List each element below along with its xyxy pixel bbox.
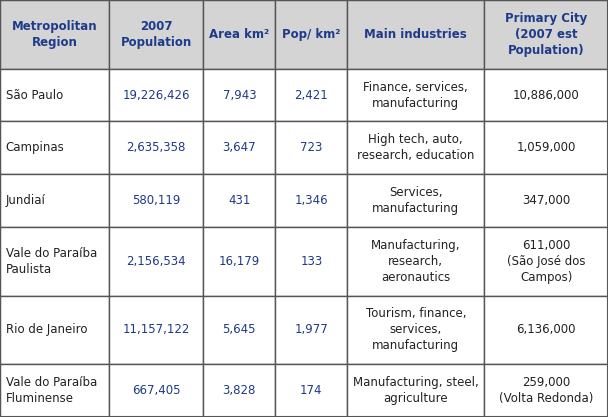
Bar [347, 121, 484, 174]
Text: 3,647: 3,647 [223, 141, 256, 154]
Bar [275, 69, 347, 121]
Bar [109, 174, 203, 227]
Text: Vale do Paraíba
Paulista: Vale do Paraíba Paulista [5, 246, 97, 276]
Text: Jundiaí: Jundiaí [5, 194, 46, 207]
Text: 11,157,122: 11,157,122 [122, 324, 190, 337]
Bar [0, 364, 109, 417]
Bar [347, 0, 484, 69]
Bar [109, 121, 203, 174]
Bar [203, 364, 275, 417]
Bar [0, 0, 109, 69]
Text: 1,977: 1,977 [294, 324, 328, 337]
Bar [203, 0, 275, 69]
Bar [203, 69, 275, 121]
Bar [0, 174, 109, 227]
Text: Pop/ km²: Pop/ km² [282, 28, 340, 41]
Text: 7,943: 7,943 [223, 89, 256, 102]
Bar [347, 227, 484, 296]
Text: Metropolitan
Region: Metropolitan Region [12, 20, 97, 49]
Text: 2,635,358: 2,635,358 [126, 141, 186, 154]
Bar [347, 174, 484, 227]
Text: Vale do Paraíba
Fluminense: Vale do Paraíba Fluminense [5, 376, 97, 405]
Text: 5,645: 5,645 [223, 324, 256, 337]
Bar [275, 121, 347, 174]
Text: 16,179: 16,179 [219, 255, 260, 268]
Text: 1,346: 1,346 [295, 194, 328, 207]
Bar [275, 227, 347, 296]
Text: 580,119: 580,119 [132, 194, 181, 207]
Text: 3,828: 3,828 [223, 384, 256, 397]
Text: Area km²: Area km² [209, 28, 269, 41]
Text: Services,
manufacturing: Services, manufacturing [372, 186, 460, 215]
Bar [484, 296, 608, 364]
Bar [484, 69, 608, 121]
Text: Rio de Janeiro: Rio de Janeiro [5, 324, 87, 337]
Text: Primary City
(2007 est
Population): Primary City (2007 est Population) [505, 12, 587, 57]
Bar [203, 227, 275, 296]
Text: 1,059,000: 1,059,000 [516, 141, 576, 154]
Text: 2007
Population: 2007 Population [120, 20, 192, 49]
Text: Manufacturing,
research,
aeronautics: Manufacturing, research, aeronautics [371, 239, 460, 284]
Bar [275, 174, 347, 227]
Bar [484, 0, 608, 69]
Bar [109, 227, 203, 296]
Text: 10,886,000: 10,886,000 [513, 89, 579, 102]
Bar [275, 364, 347, 417]
Bar [484, 364, 608, 417]
Text: High tech, auto,
research, education: High tech, auto, research, education [357, 133, 474, 162]
Text: 259,000
(Volta Redonda): 259,000 (Volta Redonda) [499, 376, 593, 405]
Text: Campinas: Campinas [5, 141, 64, 154]
Text: Main industries: Main industries [364, 28, 467, 41]
Bar [109, 69, 203, 121]
Bar [109, 364, 203, 417]
Text: 2,156,534: 2,156,534 [126, 255, 186, 268]
Bar [484, 227, 608, 296]
Text: 667,405: 667,405 [132, 384, 181, 397]
Bar [109, 0, 203, 69]
Text: Tourism, finance,
services,
manufacturing: Tourism, finance, services, manufacturin… [365, 307, 466, 352]
Bar [0, 296, 109, 364]
Bar [275, 296, 347, 364]
Bar [0, 69, 109, 121]
Bar [203, 121, 275, 174]
Text: Manufacturing, steel,
agriculture: Manufacturing, steel, agriculture [353, 376, 478, 405]
Text: 19,226,426: 19,226,426 [122, 89, 190, 102]
Bar [484, 174, 608, 227]
Bar [109, 296, 203, 364]
Text: 611,000
(São José dos
Campos): 611,000 (São José dos Campos) [507, 239, 586, 284]
Text: 6,136,000: 6,136,000 [516, 324, 576, 337]
Text: 2,421: 2,421 [294, 89, 328, 102]
Text: 133: 133 [300, 255, 322, 268]
Text: 431: 431 [228, 194, 250, 207]
Text: 347,000: 347,000 [522, 194, 570, 207]
Bar [484, 121, 608, 174]
Text: Finance, services,
manufacturing: Finance, services, manufacturing [364, 80, 468, 110]
Bar [203, 174, 275, 227]
Text: 174: 174 [300, 384, 323, 397]
Bar [203, 296, 275, 364]
Bar [347, 364, 484, 417]
Text: São Paulo: São Paulo [5, 89, 63, 102]
Bar [347, 69, 484, 121]
Bar [275, 0, 347, 69]
Bar [0, 121, 109, 174]
Bar [347, 296, 484, 364]
Text: 723: 723 [300, 141, 323, 154]
Bar [0, 227, 109, 296]
